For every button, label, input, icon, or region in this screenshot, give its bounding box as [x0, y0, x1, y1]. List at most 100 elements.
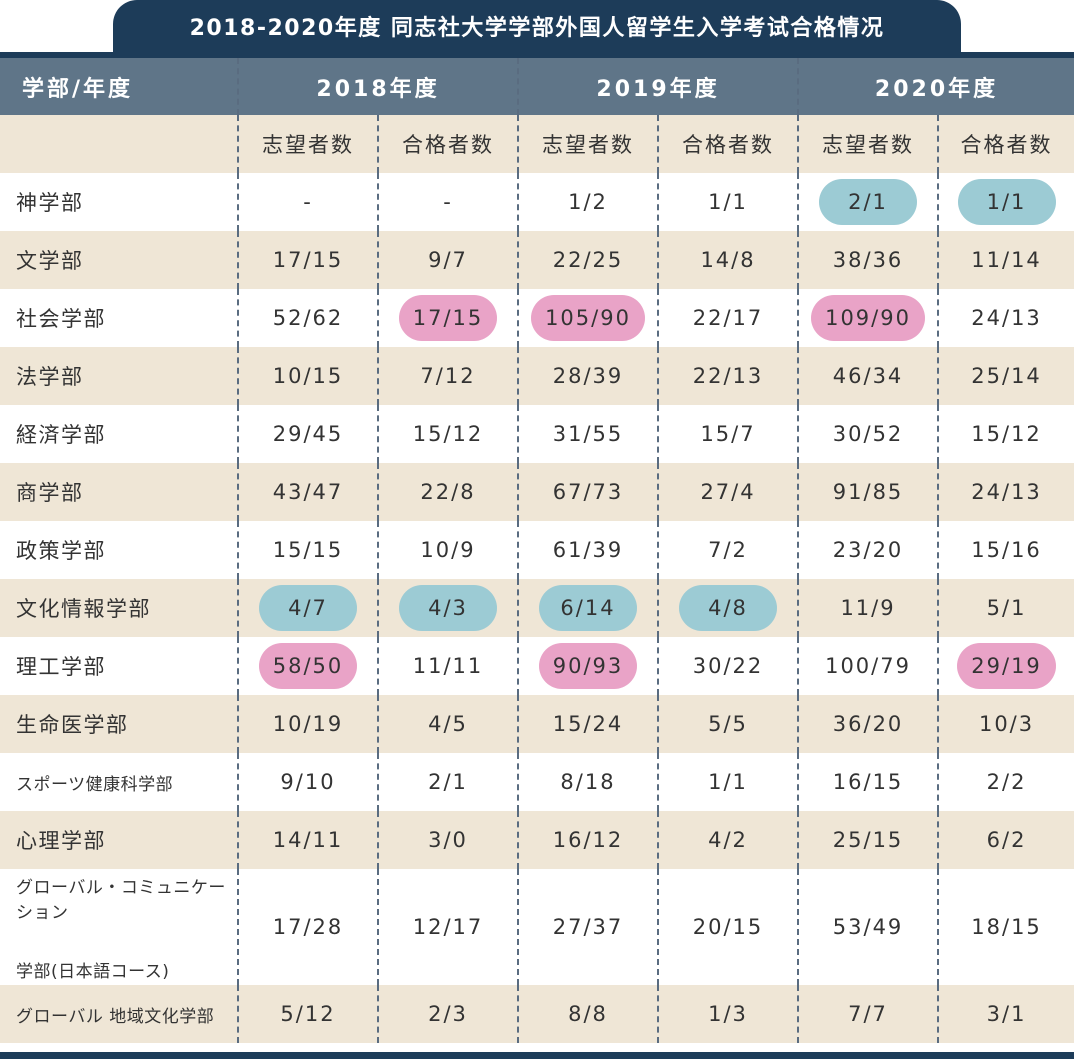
table-cell: 91/85 — [797, 463, 939, 521]
table-cell: 36/20 — [797, 695, 939, 753]
cell-value: 15/16 — [971, 538, 1042, 562]
faculty-name: 心理学部 — [0, 811, 238, 869]
table-cell: 25/14 — [937, 347, 1074, 405]
table-cell: 105/90 — [517, 289, 659, 347]
highlight-pill: 4/8 — [679, 585, 778, 631]
table-cell: 9/10 — [237, 753, 378, 811]
table-cell: 38/36 — [797, 231, 939, 289]
highlight-pill: 105/90 — [531, 295, 645, 341]
table-cell: 3/1 — [937, 985, 1074, 1043]
cell-value: 67/73 — [552, 480, 624, 504]
table-cell: 67/73 — [517, 463, 659, 521]
faculty-name: グローバル・コミュニケーション 学部(日本語コース) — [0, 869, 238, 985]
sub-header-cell: 合格者数 — [937, 115, 1074, 173]
table-cell: 23/20 — [797, 521, 939, 579]
sub-header-cell: 志望者数 — [237, 115, 378, 173]
table-row: 生命医学部 10/19 4/5 15/24 5/5 36/20 10/3 — [0, 695, 1074, 753]
cell-value: 30/52 — [832, 422, 904, 446]
table-cell: 20/15 — [657, 869, 799, 985]
cell-value: 14/11 — [272, 828, 344, 852]
table-cell: 30/22 — [657, 637, 799, 695]
table-cell: 22/17 — [657, 289, 799, 347]
cell-value: 5/1 — [986, 596, 1027, 620]
table-row: 商学部 43/47 22/8 67/73 27/4 91/85 24/13 — [0, 463, 1074, 521]
table-cell: 90/93 — [517, 637, 659, 695]
faculty-name: 理工学部 — [16, 655, 106, 679]
table-cell: 29/19 — [937, 637, 1074, 695]
cell-value: 22/17 — [692, 306, 764, 330]
sub-header-blank — [0, 115, 238, 173]
sub-header-cell: 志望者数 — [797, 115, 939, 173]
cell-value: 2/2 — [986, 770, 1027, 794]
table-cell: 7/12 — [376, 347, 519, 405]
cell-value: 10/3 — [978, 712, 1035, 736]
cell-value: 1/3 — [708, 1002, 748, 1026]
cell-value: 2/3 — [428, 1002, 468, 1026]
table-cell: 17/28 — [237, 869, 378, 985]
cell-value: 43/47 — [272, 480, 344, 504]
table-cell: 2/2 — [937, 753, 1074, 811]
table-cell: 1/2 — [517, 173, 659, 231]
table-cell: 31/55 — [517, 405, 659, 463]
year-header-row: 学部/年度 2018年度 2019年度 2020年度 — [0, 58, 1074, 115]
table-cell: 14/8 — [657, 231, 799, 289]
cell-value: 14/8 — [700, 248, 756, 272]
cell-value: 46/34 — [832, 364, 904, 388]
table-cell: - — [376, 173, 519, 231]
cell-value: 23/20 — [832, 538, 904, 562]
cell-value: 7/7 — [848, 1002, 888, 1026]
table-cell: 15/12 — [376, 405, 519, 463]
cell-value: 10/19 — [272, 712, 344, 736]
cell-value: 8/8 — [568, 1002, 608, 1026]
faculty-name: 神学部 — [16, 191, 84, 215]
table-cell: 4/2 — [657, 811, 799, 869]
cell-value: 53/49 — [832, 915, 904, 939]
table-cell: 11/9 — [797, 579, 939, 637]
cell-value: 8/18 — [560, 770, 616, 794]
table-cell: 5/5 — [657, 695, 799, 753]
cell-value: 15/15 — [272, 538, 344, 562]
cell-value: 1/1 — [708, 190, 748, 214]
table-cell: 6/14 — [517, 579, 659, 637]
cell-value: 17/15 — [272, 248, 344, 272]
table-cell: 24/13 — [937, 289, 1074, 347]
cell-value: 16/15 — [832, 770, 904, 794]
cell-value: 12/17 — [412, 915, 484, 939]
bottom-strip — [0, 1052, 1074, 1059]
cell-value: 7/12 — [420, 364, 476, 388]
table-cell: 22/8 — [376, 463, 519, 521]
cell-value: - — [303, 190, 313, 214]
table-cell: 109/90 — [797, 289, 939, 347]
cell-value: 1/2 — [568, 190, 608, 214]
faculty-name: 社会学部 — [16, 307, 106, 331]
faculty-name: 経済学部 — [16, 423, 106, 447]
faculty-name: 商学部 — [0, 463, 238, 521]
table-cell: 43/47 — [237, 463, 378, 521]
table-cell: 27/4 — [657, 463, 799, 521]
page-title: 2018-2020年度 同志社大学学部外国人留学生入学考试合格情况 — [113, 0, 961, 52]
highlight-pill: 1/1 — [957, 179, 1056, 225]
cell-value: 24/13 — [971, 480, 1042, 504]
table-row: 理工学部 58/50 11/11 90/93 30/22 100/79 29/19 — [0, 637, 1074, 695]
cell-value: 17/28 — [272, 915, 344, 939]
cell-value: 36/20 — [832, 712, 904, 736]
highlight-pill: 17/15 — [398, 295, 498, 341]
cell-value: 30/22 — [692, 654, 764, 678]
table-cell: 100/79 — [797, 637, 939, 695]
table-cell: 2/1 — [797, 173, 939, 231]
table-cell: 61/39 — [517, 521, 659, 579]
table-cell: 15/24 — [517, 695, 659, 753]
table-row: 社会学部 52/62 17/15 105/90 22/17 109/90 24/13 — [0, 289, 1074, 347]
cell-value: 27/37 — [552, 915, 624, 939]
top-strip — [0, 52, 1074, 58]
table-cell: 24/13 — [937, 463, 1074, 521]
table-cell: 12/17 — [376, 869, 519, 985]
table-cell: 11/14 — [937, 231, 1074, 289]
highlight-pill: 6/14 — [539, 585, 638, 631]
year-header-2020: 2020年度 — [797, 58, 1074, 115]
table-row: 心理学部 14/11 3/0 16/12 4/2 25/15 6/2 — [0, 811, 1074, 869]
table-row: 神学部 - - 1/2 1/1 2/1 1/1 — [0, 173, 1074, 231]
table-cell: 30/52 — [797, 405, 939, 463]
cell-value: 18/15 — [971, 915, 1042, 939]
table-cell: 6/2 — [937, 811, 1074, 869]
